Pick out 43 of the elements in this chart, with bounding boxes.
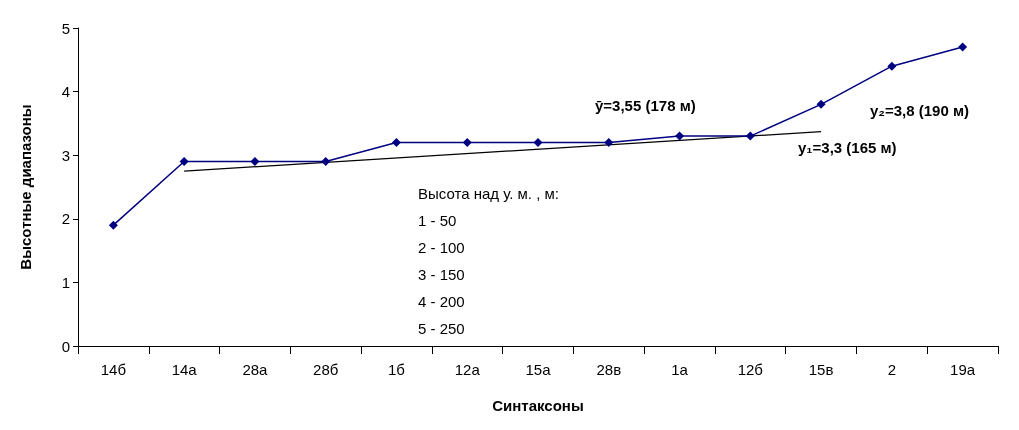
annotation: 3 - 150	[418, 266, 465, 283]
y-tick-label: 5	[61, 19, 70, 37]
x-tick-label: 14а	[171, 361, 198, 378]
x-tick-label: 28а	[242, 361, 269, 378]
annotation: ȳ=3,55 (178 м)	[595, 97, 696, 114]
point	[675, 131, 685, 141]
annotation: 1 - 50	[418, 212, 457, 229]
point	[604, 137, 614, 147]
point	[745, 131, 755, 141]
annotation: Высота над у. м. , м:	[418, 185, 560, 202]
point	[179, 157, 189, 167]
y-tick-label: 4	[61, 83, 70, 101]
point	[816, 99, 826, 109]
point	[321, 157, 331, 167]
point	[391, 137, 401, 147]
annotation: 4 - 200	[418, 293, 465, 310]
y-axis-title: Высотные диапазоны	[17, 104, 34, 270]
point	[887, 61, 897, 71]
annotation: y₂=3,8 (190 м)	[870, 102, 970, 119]
x-tick-label: 14б	[100, 361, 127, 378]
x-tick-label: 12а	[454, 361, 481, 378]
y-tick-label: 0	[61, 337, 70, 355]
x-tick-label: 28в	[596, 361, 622, 378]
annotation: 5 - 250	[418, 320, 465, 337]
x-tick-label: 2	[887, 361, 897, 378]
point	[533, 137, 543, 147]
point	[958, 42, 968, 52]
point	[462, 137, 472, 147]
x-tick-label: 12б	[737, 361, 763, 378]
x-tick-label: 15в	[808, 361, 834, 378]
point	[250, 157, 260, 167]
y-tick-label: 1	[61, 273, 70, 291]
x-tick-label: 1б	[387, 361, 405, 378]
annotation: y₁=3,3 (165 м)	[798, 139, 897, 156]
annotation: 2 - 100	[418, 239, 465, 256]
y-tick-label: 2	[61, 210, 70, 228]
x-tick-label: 1а	[671, 361, 689, 378]
y-tick-label: 3	[61, 146, 70, 164]
x-tick-label: 19а	[950, 361, 976, 378]
x-tick-label: 15а	[525, 361, 552, 378]
x-tick-label: 28б	[313, 361, 339, 378]
point	[108, 220, 118, 230]
x-axis-title: Синтаксоны	[492, 397, 584, 414]
